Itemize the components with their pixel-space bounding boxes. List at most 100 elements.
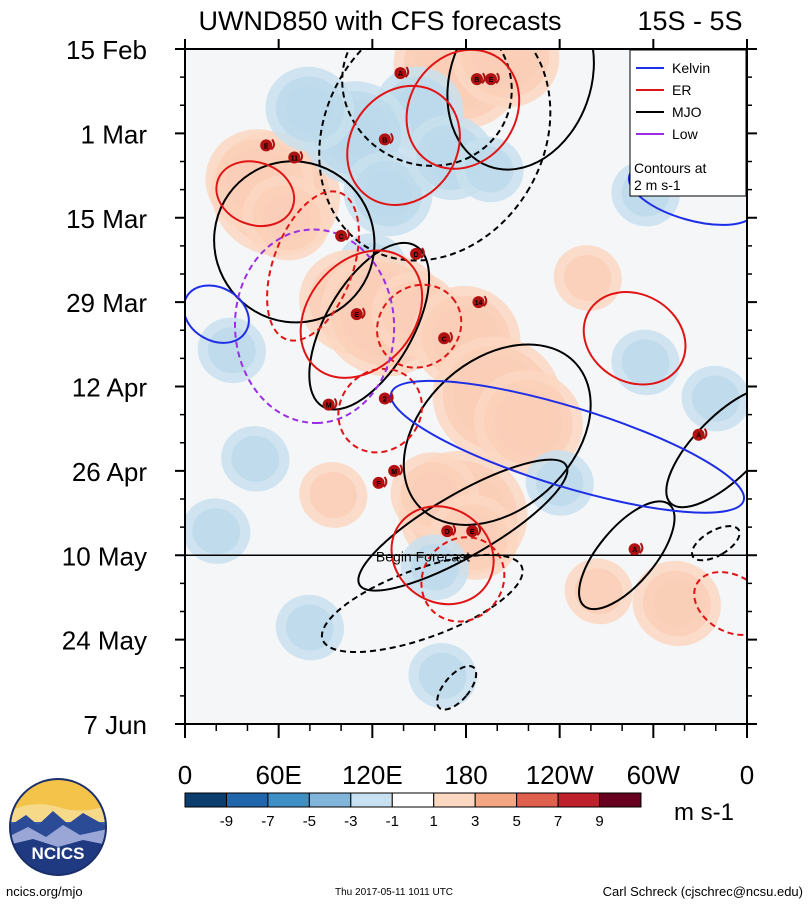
storm-label: E: [489, 77, 494, 84]
legend-box: [629, 49, 747, 197]
colorbar-swatch: [308, 792, 352, 808]
storm-swirl: [476, 524, 481, 536]
forecast-start-label: Begin Forecast: [376, 548, 470, 564]
colorbar-swatch: [433, 792, 476, 808]
contour-er: [346, 84, 461, 206]
colorbar-tick-label: -9: [220, 813, 233, 830]
legend-label-low: Low: [672, 126, 699, 142]
storm-marker: A: [692, 428, 708, 441]
storm-label: C: [442, 336, 447, 343]
storm-swirl: [420, 247, 425, 259]
contour-er: [266, 190, 360, 342]
storm-dot: [470, 73, 483, 86]
storm-marker: C: [335, 229, 350, 242]
anomaly-blob: [408, 643, 477, 709]
storm-label: E: [354, 312, 359, 319]
legend-note: Contours at: [634, 160, 706, 176]
anomaly-blob: [455, 136, 524, 203]
x-tick-label: 60W: [627, 760, 681, 790]
contour-er: [693, 571, 747, 636]
storm-dot: [692, 428, 705, 441]
y-tick-label: 12 Apr: [72, 373, 148, 403]
contour-mjo: [213, 160, 376, 324]
colorbar-tick-label: 5: [512, 813, 520, 830]
contour-kelvin: [185, 284, 250, 344]
contour-er: [405, 49, 521, 170]
storm-swirl: [495, 72, 500, 84]
colorbar-swatch: [350, 792, 393, 808]
contour-er: [299, 249, 424, 379]
storm-marker: M: [322, 398, 338, 411]
colorbar: -9 -7 -5 -3 -1 1 3 5 7 9: [184, 792, 642, 830]
colorbar-tick-label: 3: [471, 813, 479, 830]
storm-label: D: [445, 529, 450, 536]
contour-er: [215, 160, 296, 227]
storm-dot: [628, 543, 641, 556]
contour-er: [390, 505, 495, 606]
anomaly-blob: [474, 370, 583, 476]
storm-marker: M: [388, 464, 403, 477]
storm-label: B: [382, 137, 387, 144]
anomaly-blob: [400, 534, 469, 601]
storm-swirl: [389, 391, 394, 404]
contour-mjo: [578, 500, 676, 611]
contour-mjo: [320, 553, 524, 654]
legend-label-kelvin: Kelvin: [672, 60, 710, 76]
chart-region: 15S - 5S: [637, 6, 742, 36]
storm-swirl: [332, 398, 338, 410]
storm-dot: [388, 464, 401, 477]
storm-label: D: [414, 252, 419, 259]
footer-url[interactable]: ncics.org/mjo: [6, 884, 83, 899]
anomaly-blob: [553, 245, 622, 311]
storm-swirl: [482, 295, 488, 307]
storm-marker: 2: [378, 391, 394, 405]
storm-swirl: [361, 307, 366, 319]
contour-mjo: [690, 525, 741, 562]
contour-mjo: [446, 49, 595, 171]
y-tick-label: 15 Mar: [66, 204, 147, 234]
anomaly-blob: [611, 329, 680, 396]
contour-er: [376, 283, 463, 369]
storm-label: C: [339, 234, 344, 241]
storm-marker: A: [394, 66, 410, 80]
anomaly-blob: [197, 317, 266, 384]
y-tick-label: 26 Apr: [72, 457, 148, 487]
colorbar-tick-label: 7: [554, 813, 562, 830]
x-tick-label: 180: [444, 760, 487, 790]
storm-marker: D: [441, 524, 457, 538]
storm-marker: F: [372, 476, 388, 489]
ncics-logo: NCICS: [9, 778, 107, 876]
y-tick-label: 15 Feb: [66, 35, 147, 65]
storm-dot: [260, 139, 273, 152]
contour-low: [233, 228, 396, 425]
contour-er: [337, 367, 423, 454]
storm-marker: B: [378, 132, 394, 146]
storm-label: A: [398, 71, 403, 78]
storm-dot: [472, 296, 485, 309]
storm-dot: [378, 392, 391, 405]
storm-swirl: [481, 72, 486, 84]
contour-mjo: [357, 458, 569, 592]
storm-label: 14: [475, 300, 483, 307]
storm-label: 2: [383, 397, 387, 404]
storm-marker: D: [410, 247, 425, 260]
storm-marker: E: [466, 524, 481, 538]
storm-swirl: [389, 132, 394, 145]
contour-er: [582, 291, 687, 386]
colorbar-swatch: [391, 792, 435, 808]
anomaly-blob: [265, 66, 355, 152]
contour-mjo: [402, 343, 592, 526]
storm-marker: E: [260, 138, 275, 152]
storm-markers: A B E E 11 B C D 14 E C M 2 M F D E A A: [260, 66, 708, 556]
storm-swirl: [638, 542, 644, 555]
storm-label: M: [326, 403, 332, 410]
storm-dot: [288, 151, 301, 164]
colorbar-tick-label: -3: [344, 813, 357, 830]
storm-label: E: [470, 529, 475, 536]
storm-marker: C: [438, 331, 453, 345]
y-tick-label: 1 Mar: [81, 119, 148, 149]
storm-dot: [372, 476, 385, 489]
storm-label: M: [391, 469, 397, 476]
contour-mjo: [318, 49, 552, 262]
x-tick-label: 120E: [342, 760, 403, 790]
